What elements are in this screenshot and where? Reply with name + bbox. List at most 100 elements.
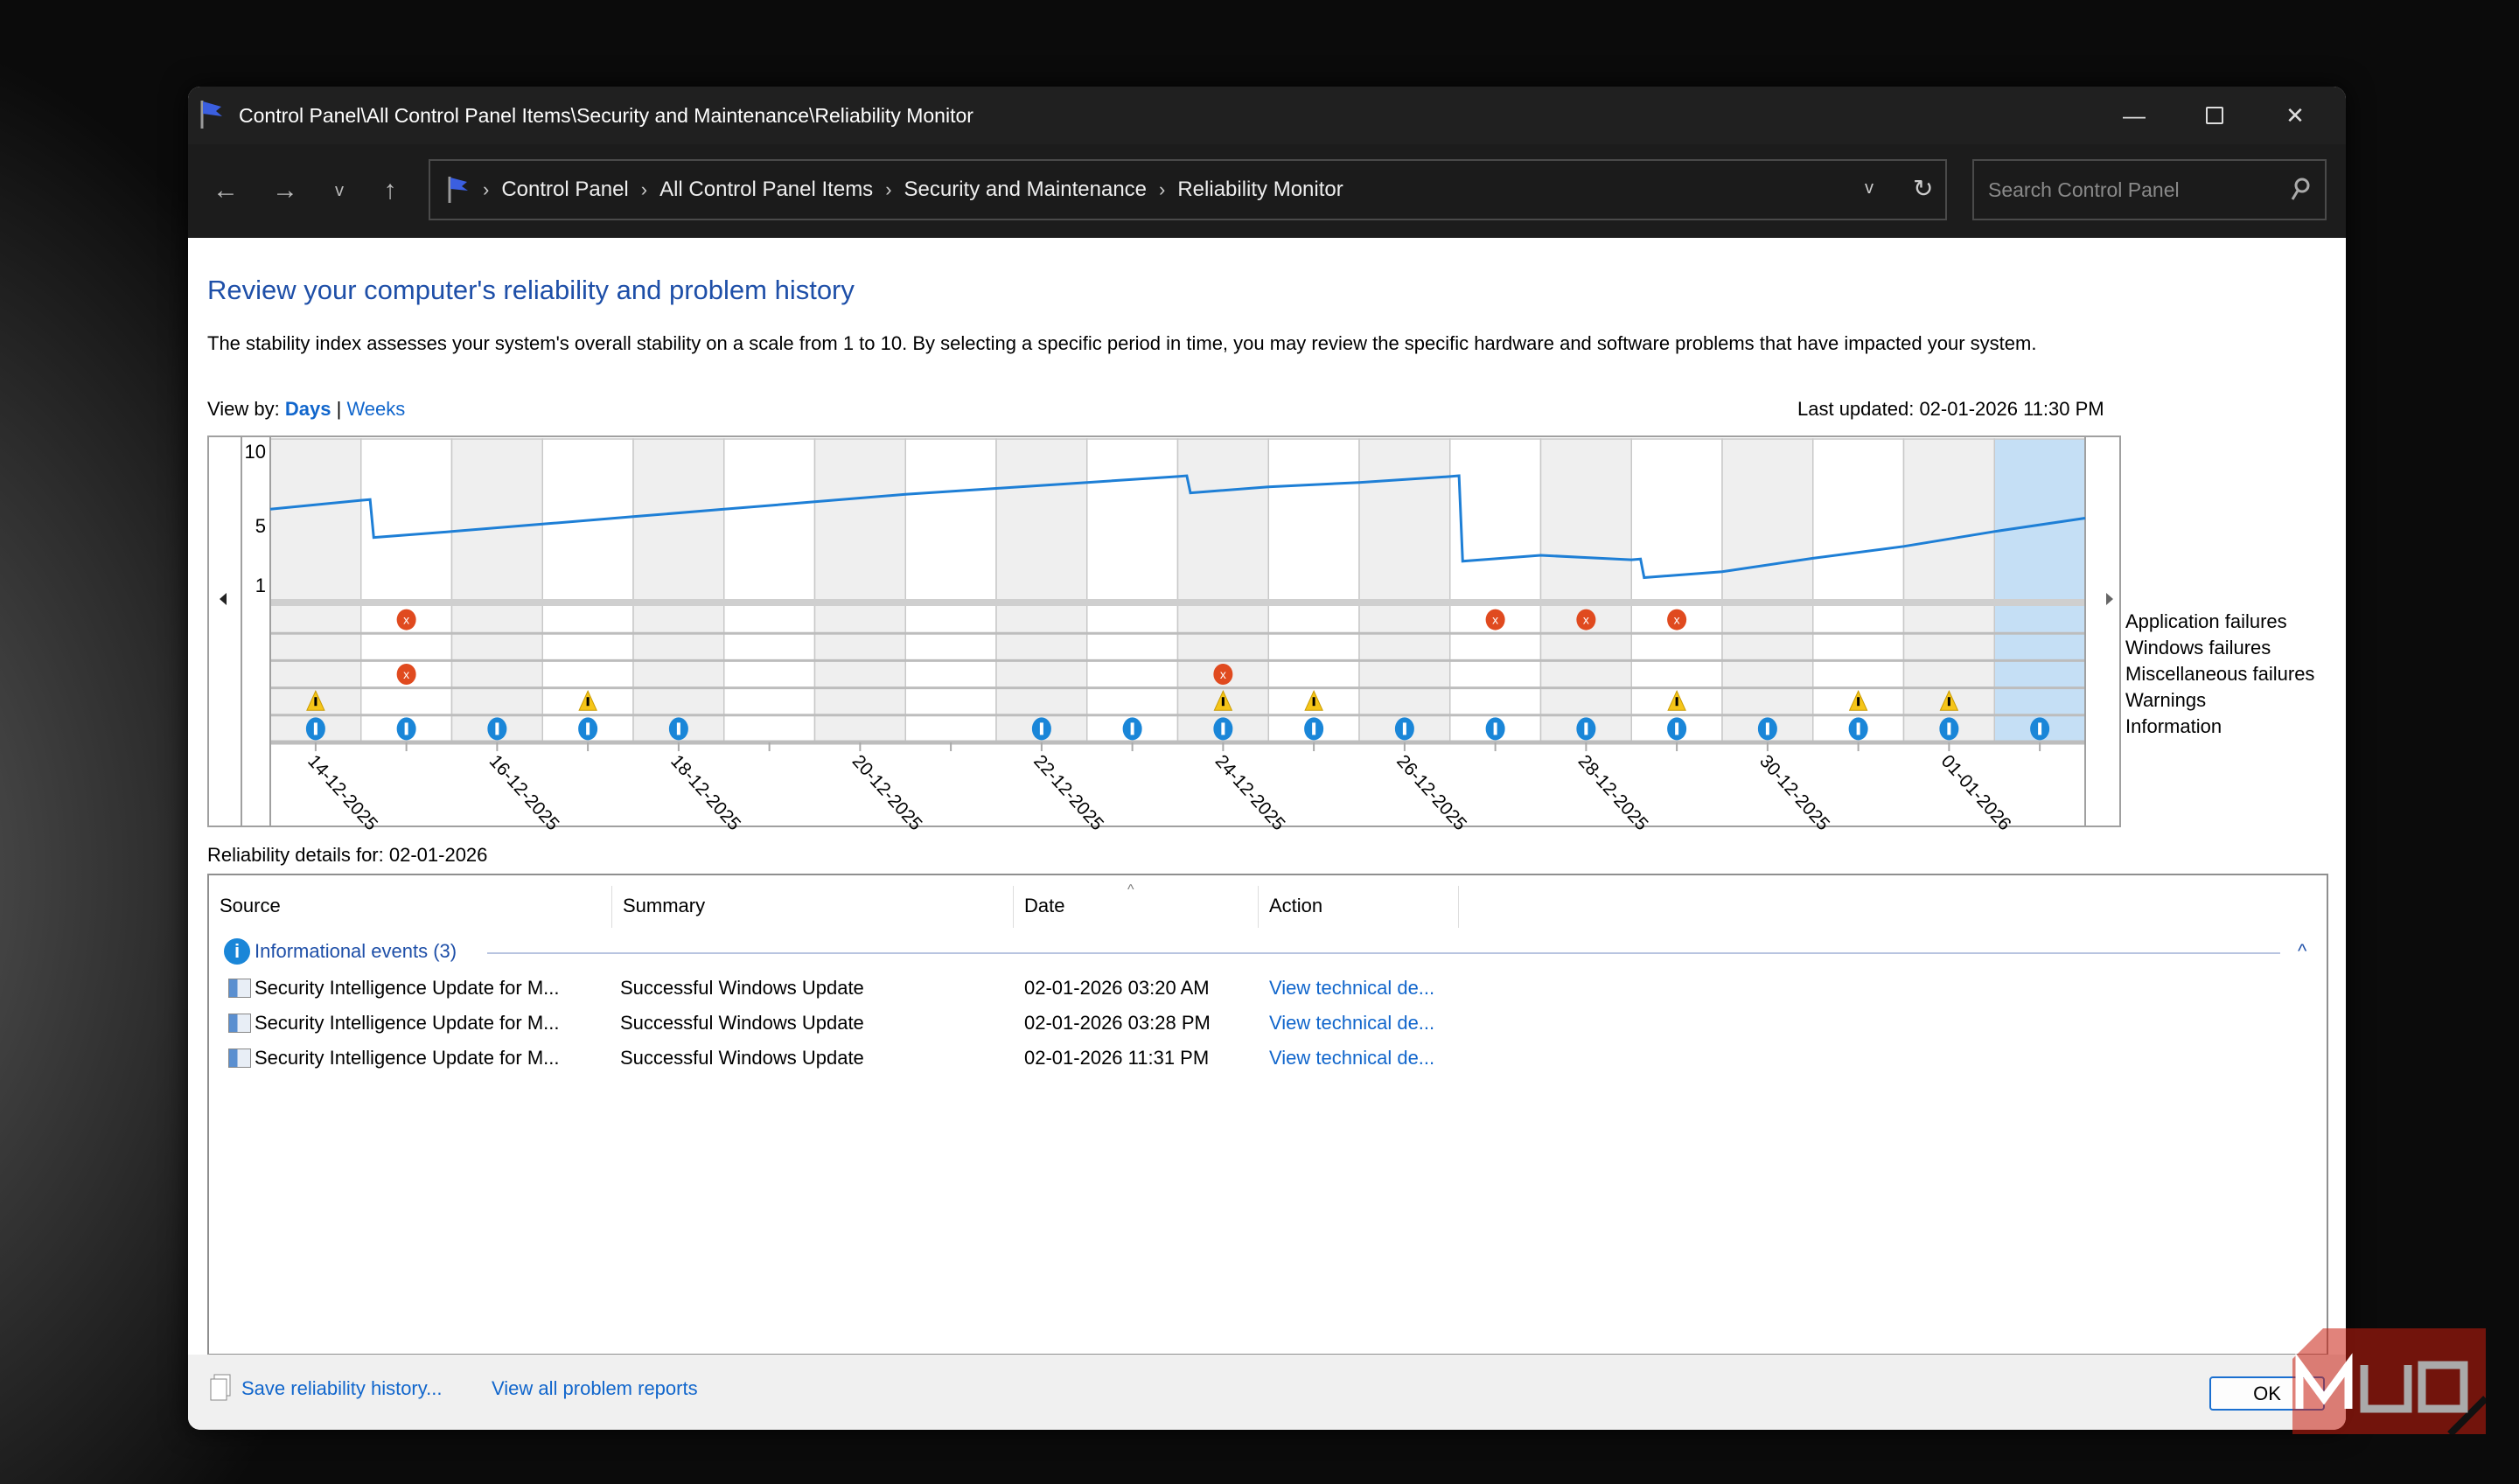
error-icon bbox=[1576, 609, 1596, 631]
error-icon-mark: x bbox=[403, 613, 409, 627]
table-row[interactable]: Security Intelligence Update for M... Su… bbox=[209, 1040, 2327, 1075]
breadcrumb-control-panel[interactable]: Control Panel bbox=[501, 178, 629, 201]
cell-summary: Successful Windows Update bbox=[620, 1047, 864, 1069]
day-column[interactable] bbox=[1721, 438, 1814, 743]
column-label: Date bbox=[1024, 895, 1065, 916]
scroll-right-arrow-icon[interactable] bbox=[2106, 593, 2113, 605]
error-icon-mark: x bbox=[1492, 613, 1498, 627]
document-icon bbox=[209, 1374, 232, 1402]
day-column[interactable] bbox=[995, 438, 1088, 743]
error-icon bbox=[1667, 609, 1687, 631]
footer: Save reliability history... View all pro… bbox=[188, 1355, 2346, 1430]
breadcrumb-reliability-monitor[interactable]: Reliability Monitor bbox=[1177, 178, 1343, 201]
day-column[interactable] bbox=[360, 438, 453, 743]
warning-icon-mark bbox=[1947, 697, 1950, 707]
search-input[interactable]: Search Control Panel bbox=[1972, 159, 2327, 220]
warning-icon-mark bbox=[1221, 697, 1225, 707]
view-technical-details-link[interactable]: View technical de... bbox=[1269, 1012, 1435, 1034]
minimize-button[interactable]: — bbox=[2123, 101, 2146, 129]
information-icon-mark bbox=[1130, 722, 1134, 735]
view-all-reports-link[interactable]: View all problem reports bbox=[492, 1377, 698, 1399]
day-column[interactable] bbox=[1539, 438, 1632, 743]
warning-icon-mark bbox=[1675, 697, 1678, 707]
collapse-chevron-icon[interactable]: ^ bbox=[2298, 940, 2307, 962]
flag-icon bbox=[446, 175, 471, 205]
view-days-link[interactable]: Days bbox=[284, 398, 331, 420]
information-icon-mark bbox=[1312, 722, 1316, 735]
information-icon-mark bbox=[1765, 722, 1769, 735]
column-header-date[interactable]: Date ^ bbox=[1014, 882, 1259, 928]
y-tick-label: 10 bbox=[245, 441, 266, 463]
scroll-left-arrow-icon[interactable] bbox=[220, 593, 227, 605]
info-icon: i bbox=[224, 938, 250, 965]
cell-date: 02-01-2026 03:28 PM bbox=[1024, 1012, 1211, 1034]
update-icon bbox=[228, 1014, 251, 1033]
day-column[interactable] bbox=[1358, 438, 1451, 743]
address-dropdown-chevron-icon[interactable]: v bbox=[1865, 178, 1874, 198]
table-row[interactable]: Security Intelligence Update for M... Su… bbox=[209, 1005, 2327, 1040]
legend-windows-failures: Windows failures bbox=[2125, 637, 2271, 658]
cell-source: Security Intelligence Update for M... bbox=[255, 977, 560, 999]
forward-button[interactable]: → bbox=[272, 176, 298, 205]
group-label: Informational events (3) bbox=[255, 940, 457, 962]
column-header-summary[interactable]: Summary bbox=[612, 886, 1014, 928]
breadcrumb-all-items[interactable]: All Control Panel Items bbox=[659, 178, 874, 201]
cell-date: 02-01-2026 11:31 PM bbox=[1024, 1047, 1210, 1069]
group-header[interactable]: i Informational events (3) ^ bbox=[209, 935, 2327, 970]
information-icon-mark bbox=[313, 722, 317, 735]
day-column[interactable] bbox=[813, 438, 906, 743]
view-technical-details-link[interactable]: View technical de... bbox=[1269, 977, 1435, 999]
update-icon bbox=[228, 1049, 251, 1068]
error-icon bbox=[396, 664, 416, 685]
up-button[interactable]: ↑ bbox=[383, 176, 397, 205]
day-column[interactable] bbox=[1993, 438, 2086, 743]
breadcrumb-security-maintenance[interactable]: Security and Maintenance bbox=[904, 178, 1148, 201]
day-column[interactable] bbox=[632, 438, 725, 743]
column-label: Action bbox=[1269, 895, 1323, 916]
back-button[interactable]: ← bbox=[213, 176, 239, 205]
day-column[interactable] bbox=[1449, 438, 1542, 743]
last-updated: Last updated: 02-01-2026 11:30 PM bbox=[1797, 398, 2104, 420]
details-table: Source Summary Date ^ Action i Informatio… bbox=[207, 874, 2328, 1355]
information-icon-mark bbox=[676, 722, 680, 735]
refresh-icon[interactable]: ↻ bbox=[1913, 175, 1934, 202]
legend-miscellaneous-failures: Miscellaneous failures bbox=[2125, 663, 2315, 685]
warning-icon-mark bbox=[1857, 697, 1860, 707]
column-header-source[interactable]: Source bbox=[209, 886, 612, 928]
navigation-bar: ← → v ↑ › Control Panel › All Control Pa… bbox=[188, 144, 2346, 238]
cell-summary: Successful Windows Update bbox=[620, 977, 864, 999]
day-column[interactable] bbox=[904, 438, 997, 743]
information-icon-mark bbox=[1584, 722, 1588, 735]
day-column[interactable] bbox=[723, 438, 816, 743]
page-description: The stability index assesses your system… bbox=[207, 332, 2037, 354]
view-weeks-link[interactable]: Weeks bbox=[346, 398, 406, 420]
maximize-button[interactable] bbox=[2174, 87, 2255, 144]
cell-summary: Successful Windows Update bbox=[620, 1012, 864, 1034]
error-icon bbox=[1213, 664, 1233, 685]
column-label: Summary bbox=[623, 895, 706, 916]
save-history-link[interactable]: Save reliability history... bbox=[241, 1377, 443, 1399]
close-button[interactable]: ✕ bbox=[2285, 101, 2305, 129]
day-column[interactable] bbox=[450, 438, 543, 743]
column-header-action[interactable]: Action bbox=[1259, 886, 1459, 928]
recent-locations-chevron-down-icon[interactable]: v bbox=[335, 180, 344, 200]
view-by: View by: Days | Weeks bbox=[207, 398, 405, 421]
group-divider bbox=[487, 952, 2280, 954]
table-body: Security Intelligence Update for M... Su… bbox=[209, 875, 2327, 1354]
information-icon-mark bbox=[1221, 722, 1225, 735]
error-icon bbox=[396, 609, 416, 631]
search-icon[interactable] bbox=[2290, 177, 2311, 203]
search-placeholder: Search Control Panel bbox=[1988, 178, 2180, 201]
column-label: Source bbox=[220, 895, 281, 916]
view-technical-details-link[interactable]: View technical de... bbox=[1269, 1047, 1435, 1069]
window-title: Control Panel\All Control Panel Items\Se… bbox=[239, 104, 973, 127]
cell-source: Security Intelligence Update for M... bbox=[255, 1047, 560, 1069]
reliability-monitor-window: Control Panel\All Control Panel Items\Se… bbox=[188, 87, 2346, 1430]
table-row[interactable]: Security Intelligence Update for M... Su… bbox=[209, 970, 2327, 1005]
chart-legend: Application failures Windows failures Mi… bbox=[2125, 609, 2335, 740]
day-column[interactable] bbox=[1086, 438, 1179, 743]
address-bar[interactable]: › Control Panel › All Control Panel Item… bbox=[429, 159, 1947, 220]
sort-ascending-icon: ^ bbox=[1127, 882, 1134, 897]
